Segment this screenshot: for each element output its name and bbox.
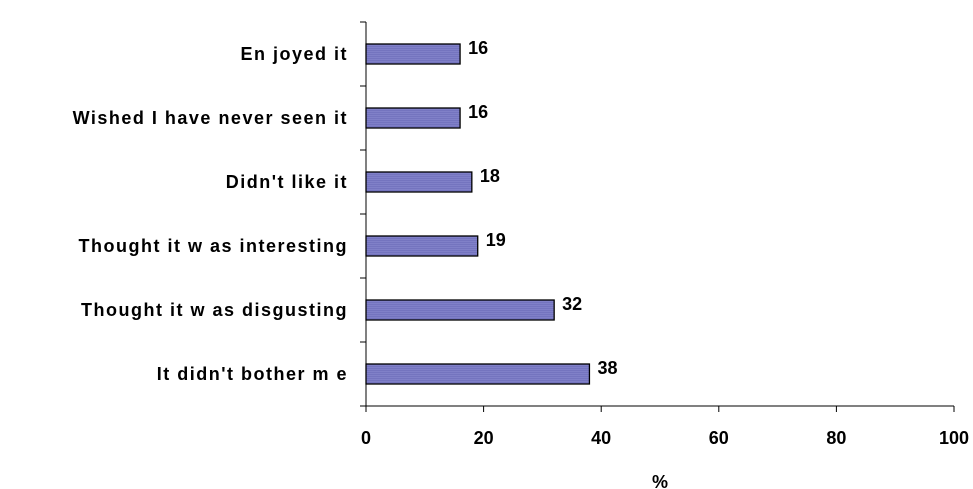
x-tick-label: 100 [939, 428, 969, 448]
data-label: 18 [480, 166, 500, 186]
category-labels: En joyed it Wished I have never seen it Di… [73, 44, 349, 384]
x-axis-title: % [652, 472, 668, 489]
bar [365, 107, 461, 129]
x-tick-labels: 0 20 40 60 80 100 [361, 428, 969, 448]
data-label: 16 [468, 102, 488, 122]
bar [365, 363, 591, 385]
data-labels: 16 16 18 19 32 38 [468, 38, 617, 378]
x-tick-label: 40 [591, 428, 611, 448]
x-tick-label: 0 [361, 428, 371, 448]
chart-axes [360, 21, 955, 412]
data-label: 16 [468, 38, 488, 58]
data-label: 32 [562, 294, 582, 314]
data-label: 38 [597, 358, 617, 378]
x-tick-label: 80 [826, 428, 846, 448]
bar [365, 235, 479, 257]
category-label: En joyed it [240, 44, 348, 64]
category-label: Thought it w as disgusting [81, 300, 348, 320]
category-label: Didn't like it [226, 172, 348, 192]
bar [365, 299, 555, 321]
chart-bars [365, 43, 591, 385]
bar [365, 171, 473, 193]
category-label: It didn't bother m e [157, 364, 348, 384]
x-tick-label: 60 [709, 428, 729, 448]
x-tick-label: 20 [474, 428, 494, 448]
data-label: 19 [486, 230, 506, 250]
category-label: Wished I have never seen it [73, 108, 348, 128]
category-label: Thought it w as interesting [79, 236, 349, 256]
bar [365, 43, 461, 65]
